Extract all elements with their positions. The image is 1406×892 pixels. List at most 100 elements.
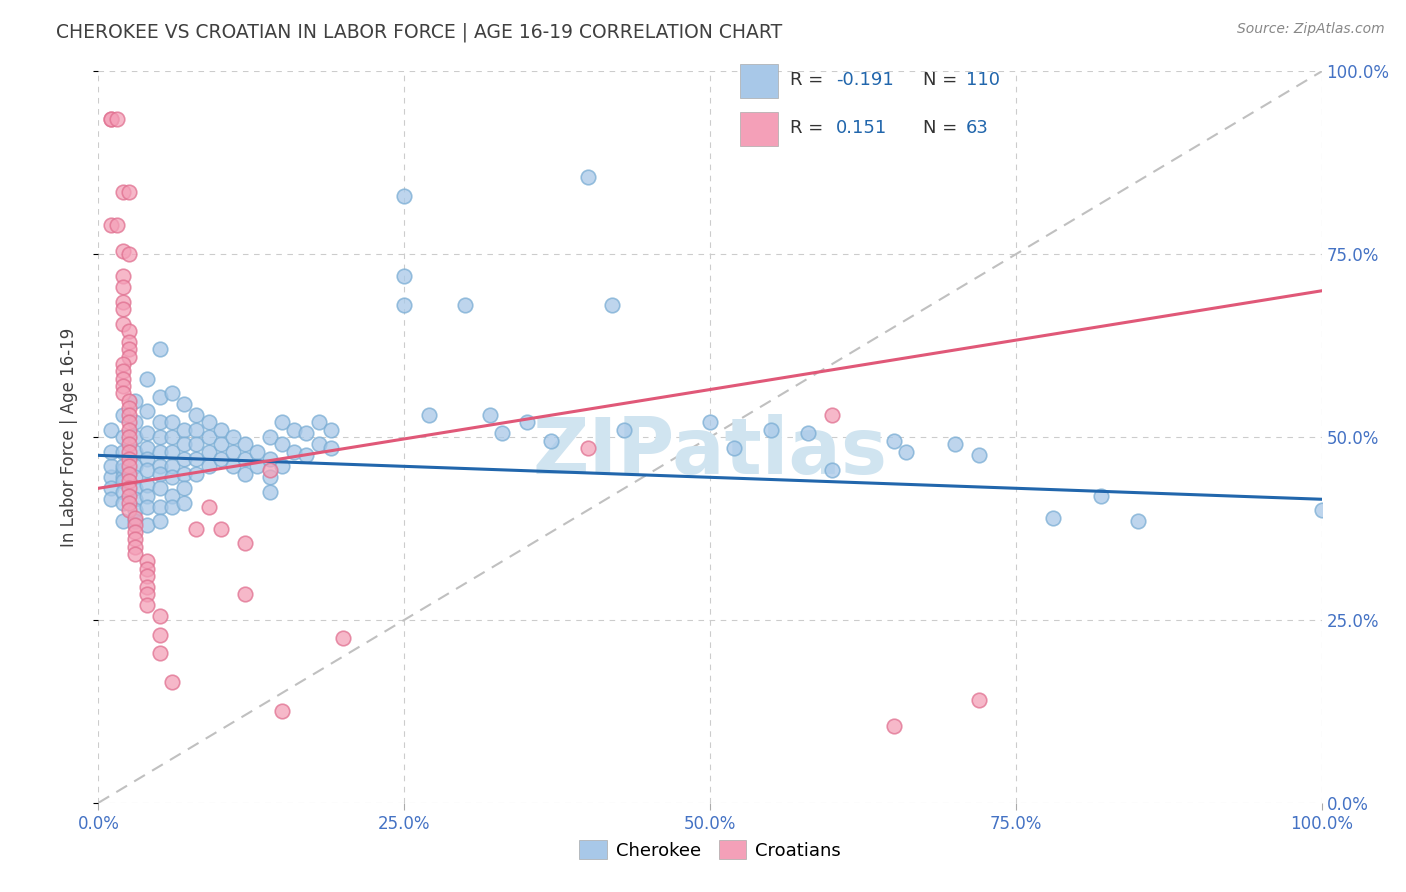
Point: [197, 430, 219, 444]
Point: [118, 437, 141, 451]
Point: [173, 437, 195, 451]
Point: [136, 463, 159, 477]
Point: [149, 467, 172, 481]
Point: [111, 364, 134, 378]
Point: [136, 441, 159, 455]
Point: [118, 481, 141, 495]
Point: [699, 416, 721, 430]
Point: [100, 444, 122, 458]
Point: [118, 408, 141, 422]
Point: [222, 430, 245, 444]
Point: [111, 301, 134, 317]
Point: [111, 185, 134, 199]
Point: [209, 437, 232, 451]
Point: [149, 444, 172, 458]
Point: [821, 408, 844, 422]
Point: [118, 474, 141, 488]
Point: [124, 540, 146, 554]
Point: [295, 426, 318, 441]
Point: [118, 393, 141, 408]
Point: [124, 393, 146, 408]
Point: [491, 426, 513, 441]
Point: [600, 298, 623, 312]
Point: [124, 525, 146, 540]
Point: [222, 444, 245, 458]
Point: [308, 416, 330, 430]
Point: [118, 334, 141, 349]
Point: [197, 459, 219, 474]
Point: [259, 470, 281, 484]
Y-axis label: In Labor Force | Age 16-19: In Labor Force | Age 16-19: [59, 327, 77, 547]
Point: [136, 580, 159, 594]
Text: R =: R =: [790, 120, 830, 137]
Point: [883, 719, 905, 733]
Point: [136, 452, 159, 467]
Point: [136, 500, 159, 514]
Point: [111, 514, 134, 528]
Point: [392, 188, 416, 202]
Point: [118, 423, 141, 437]
Point: [515, 416, 537, 430]
Point: [160, 500, 183, 514]
Point: [111, 379, 134, 393]
Point: [111, 386, 134, 401]
Point: [105, 112, 128, 126]
Point: [111, 294, 134, 309]
Point: [233, 587, 256, 601]
Point: [136, 404, 159, 418]
Point: [111, 317, 134, 331]
Point: [186, 408, 208, 422]
Point: [111, 496, 134, 510]
Point: [100, 423, 122, 437]
Point: [392, 298, 416, 312]
Point: [233, 467, 256, 481]
Point: [136, 562, 159, 576]
Point: [111, 357, 134, 371]
Point: [118, 416, 141, 430]
Point: [124, 503, 146, 517]
Point: [1310, 503, 1333, 517]
Point: [111, 430, 134, 444]
Point: [295, 449, 318, 463]
Point: [160, 444, 183, 458]
Point: [308, 437, 330, 451]
Point: [246, 459, 269, 474]
Point: [270, 705, 294, 719]
Point: [186, 437, 208, 451]
Point: [136, 477, 159, 491]
Point: [105, 218, 128, 232]
Point: [118, 343, 141, 357]
Point: [209, 452, 232, 467]
Point: [124, 517, 146, 532]
Point: [136, 426, 159, 441]
Point: [270, 459, 294, 474]
Point: [761, 423, 783, 437]
Point: [118, 444, 141, 458]
Point: [149, 459, 172, 474]
FancyBboxPatch shape: [741, 112, 778, 145]
Text: 0.151: 0.151: [837, 120, 887, 137]
Text: N =: N =: [922, 71, 963, 89]
Point: [100, 492, 122, 507]
Point: [124, 547, 146, 561]
Point: [209, 423, 232, 437]
Point: [118, 185, 141, 199]
Point: [270, 437, 294, 451]
Point: [100, 112, 122, 126]
Point: [136, 587, 159, 601]
Point: [723, 441, 745, 455]
Text: 110: 110: [966, 71, 1000, 89]
Point: [111, 474, 134, 488]
Point: [149, 343, 172, 357]
Point: [136, 517, 159, 532]
Point: [259, 452, 281, 467]
Point: [124, 430, 146, 444]
Point: [233, 536, 256, 550]
Point: [173, 481, 195, 495]
Point: [149, 430, 172, 444]
Point: [111, 485, 134, 500]
Point: [149, 514, 172, 528]
Point: [943, 437, 966, 451]
Point: [197, 444, 219, 458]
Text: N =: N =: [922, 120, 963, 137]
